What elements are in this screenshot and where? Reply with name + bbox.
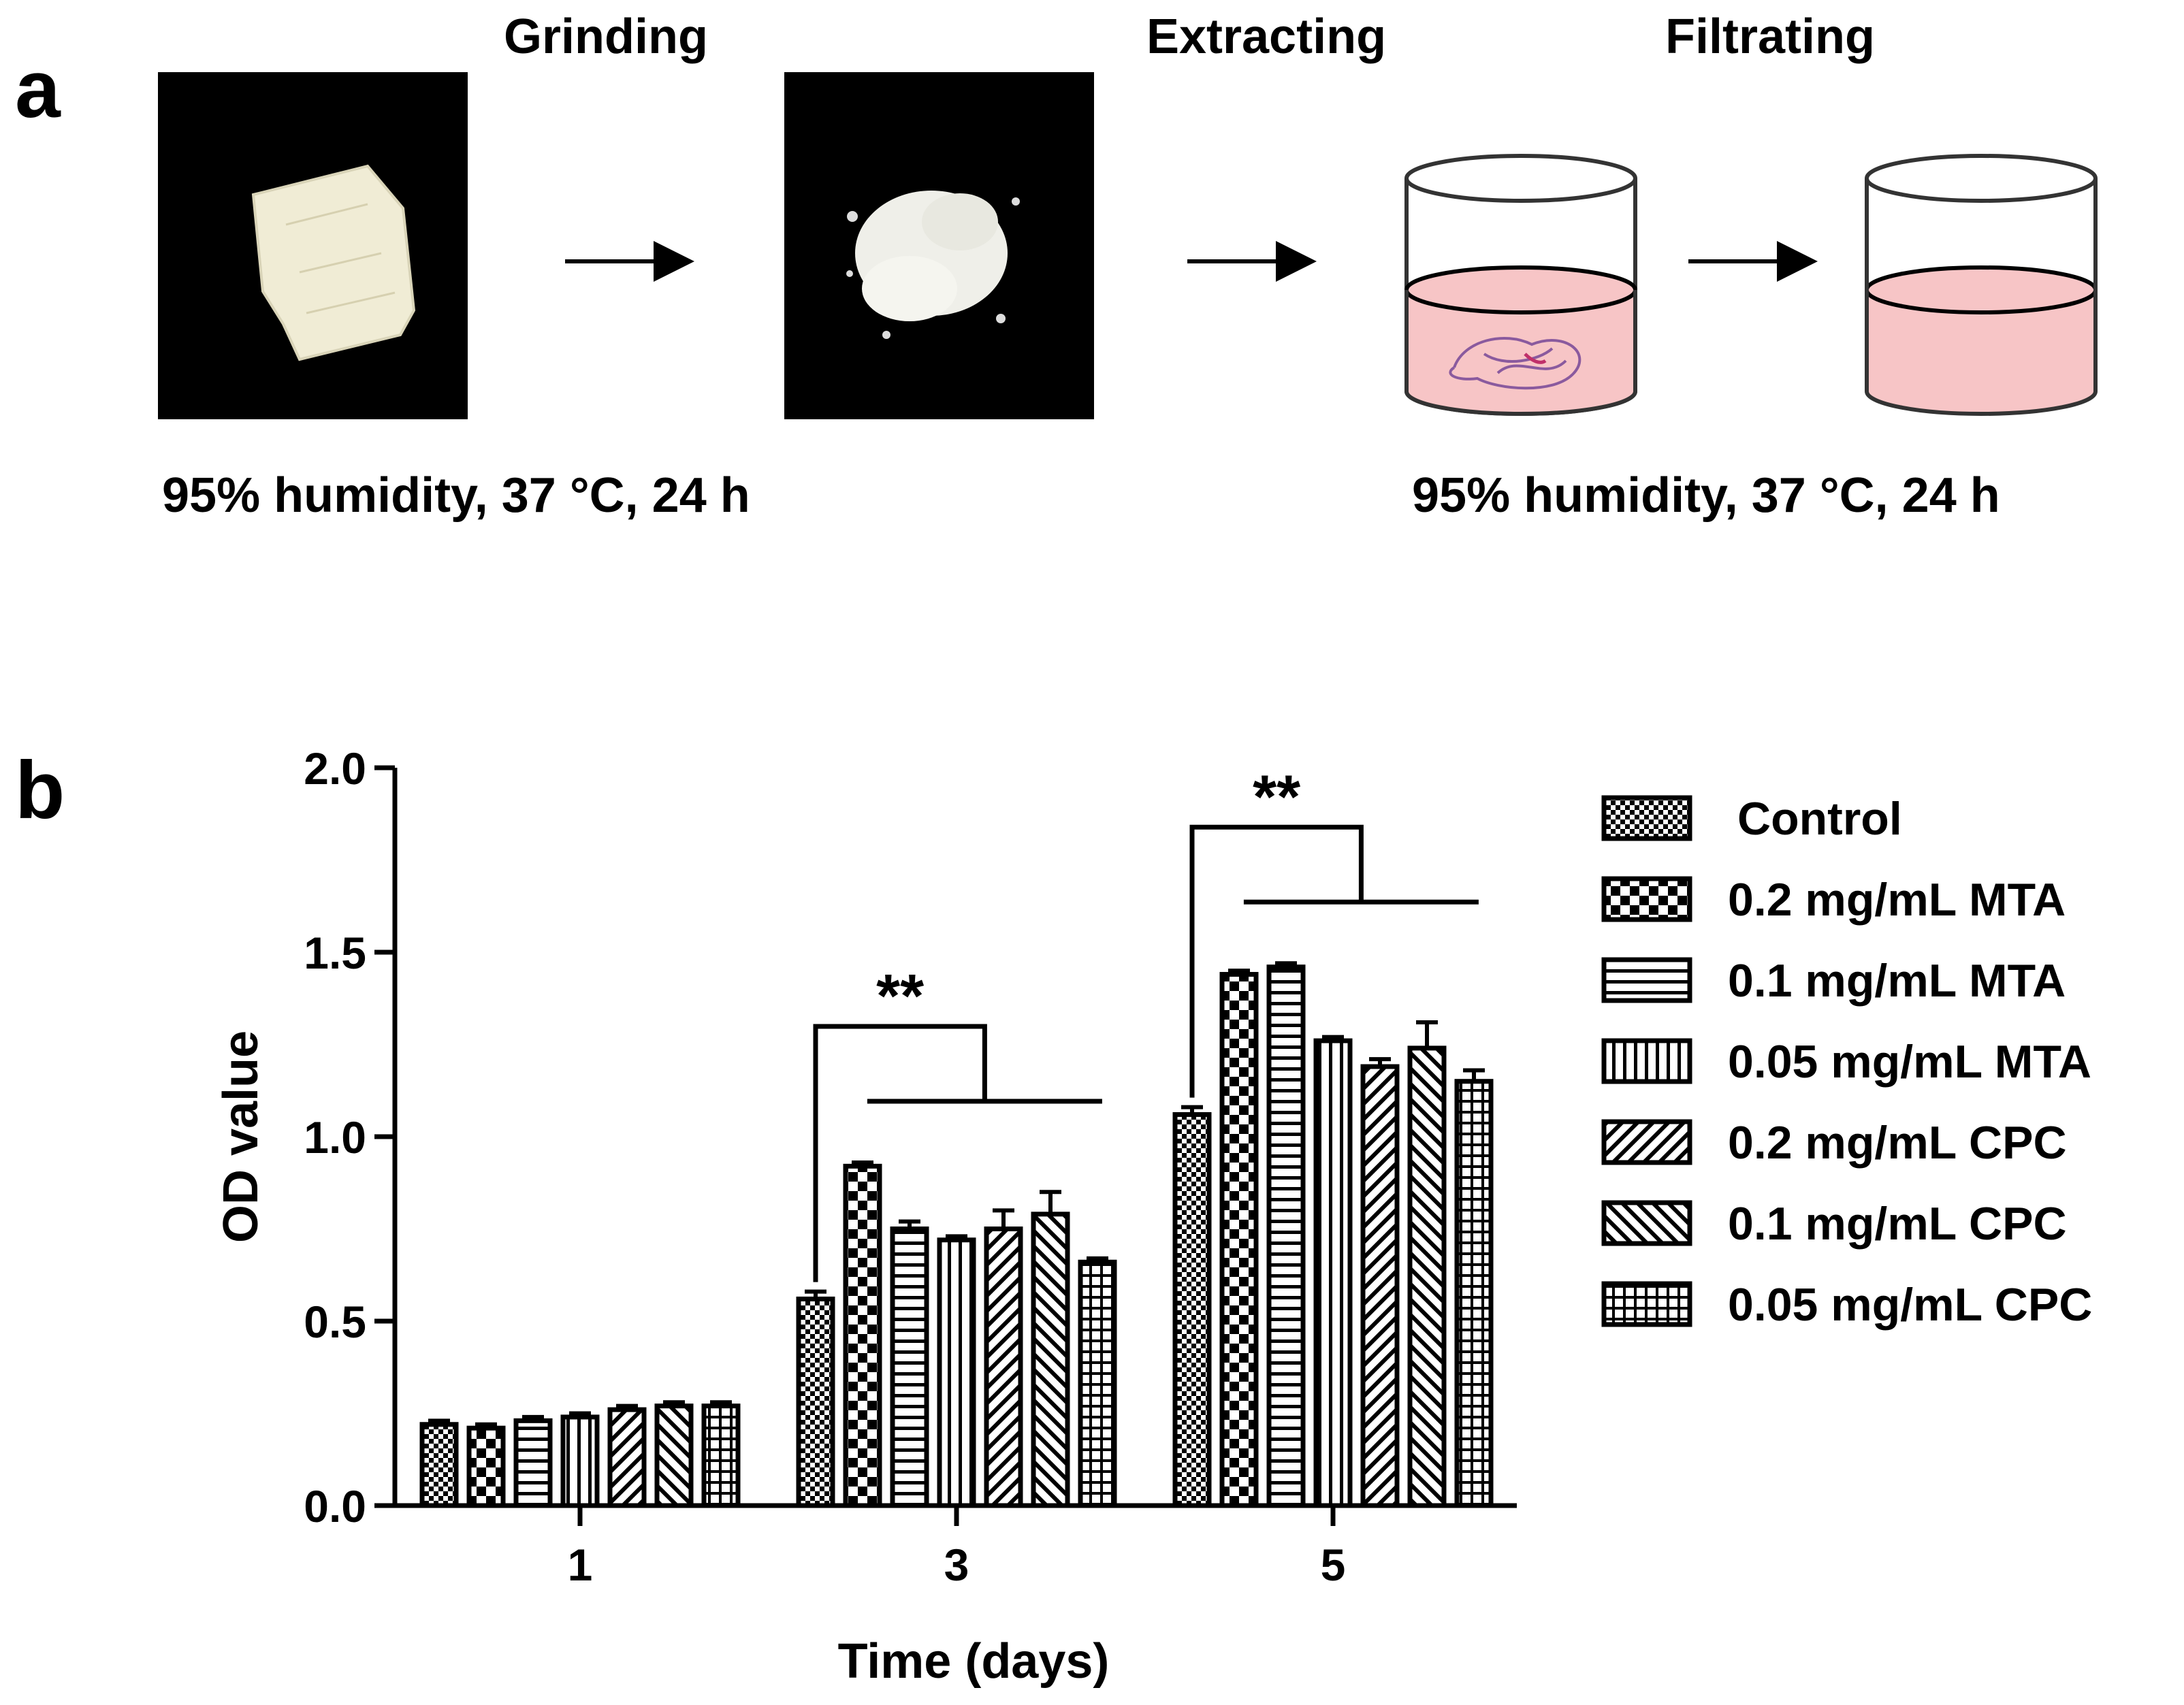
ground-powder-photo: [784, 72, 1094, 419]
legend-swatch: [1601, 1038, 1692, 1084]
panel-a: a Grinding Extracting Filtrating: [15, 10, 2098, 523]
bar: [937, 1237, 976, 1508]
bar: [1360, 1064, 1400, 1508]
significance-label: **: [1253, 763, 1300, 831]
x-ticks: 1 3 5: [568, 1506, 1346, 1590]
legend-swatch: [1601, 1281, 1692, 1327]
sample-block-photo: [158, 72, 468, 419]
panel-a-label: a: [15, 44, 61, 135]
bar: [1407, 1045, 1447, 1508]
bar: [796, 1296, 835, 1508]
condition-right-label: 95% humidity, 37 °C, 24 h: [1412, 468, 2000, 523]
bar: [701, 1403, 741, 1508]
bar: [1031, 1212, 1070, 1508]
y-tick-label: 2.0: [304, 743, 366, 794]
y-ticks: 0.0 0.5 1.0 1.5 2.0: [304, 743, 395, 1531]
legend-swatch: [1601, 876, 1692, 922]
y-tick-label: 1.0: [304, 1112, 366, 1163]
x-axis-title: Time (days): [838, 1634, 1110, 1689]
x-tick-label: 1: [568, 1540, 593, 1590]
significance-brackets: ** **: [813, 763, 1479, 1282]
bar: [419, 1422, 459, 1508]
legend-label: 0.1 mg/mL MTA: [1728, 955, 2066, 1007]
legend: Control 0.2 mg/mL MTA 0.1 mg/mL MTA 0.05 mg…: [1601, 793, 2092, 1331]
legend-swatch: [1601, 957, 1692, 1003]
legend-label: 0.2 mg/mL CPC: [1728, 1117, 2067, 1169]
legend-swatch: [1601, 795, 1692, 841]
bar: [1219, 972, 1259, 1508]
significance-label: **: [876, 962, 924, 1030]
bar: [466, 1425, 506, 1508]
step-extracting-label: Extracting: [1146, 10, 1386, 64]
x-tick-label: 3: [944, 1540, 969, 1590]
step-filtrating-label: Filtrating: [1665, 10, 1875, 64]
bar: [1172, 1111, 1212, 1508]
bar: [1078, 1259, 1117, 1508]
filtrate-beaker: [1865, 154, 2098, 416]
condition-left-label: 95% humidity, 37 °C, 24 h: [162, 468, 750, 523]
legend-label: 0.1 mg/mL CPC: [1728, 1198, 2067, 1250]
y-axis-title: OD value: [214, 1030, 268, 1243]
panel-b: b OD value Time (days) 0.0 0.5 1.0 1.5 2.0 1…: [15, 743, 2092, 1689]
significance-bracket: [1189, 824, 1364, 1098]
y-tick-label: 0.5: [304, 1297, 366, 1347]
bar: [984, 1227, 1023, 1508]
bar: [607, 1407, 647, 1508]
legend-label: Control: [1737, 793, 1902, 845]
legend-label: 0.2 mg/mL MTA: [1728, 874, 2066, 926]
step-grinding-label: Grinding: [504, 10, 708, 64]
bar: [1266, 964, 1306, 1508]
legend-label: 0.05 mg/mL MTA: [1728, 1036, 2091, 1088]
y-tick-label: 1.5: [304, 928, 366, 978]
bar: [560, 1414, 600, 1508]
bar: [1313, 1038, 1353, 1508]
bar: [513, 1418, 553, 1508]
bar: [890, 1227, 929, 1508]
x-tick-label: 5: [1321, 1540, 1346, 1590]
significance-bracket: [813, 1024, 987, 1282]
bar: [654, 1403, 694, 1508]
panel-b-label: b: [15, 745, 65, 836]
legend-swatch: [1601, 1119, 1692, 1165]
legend-label: 0.05 mg/mL CPC: [1728, 1279, 2092, 1331]
extraction-beaker: [1404, 154, 1637, 416]
y-tick-label: 0.0: [304, 1481, 366, 1531]
bar: [843, 1163, 882, 1508]
bar: [1454, 1079, 1494, 1508]
legend-swatch: [1601, 1200, 1692, 1246]
bars: [419, 961, 1494, 1508]
